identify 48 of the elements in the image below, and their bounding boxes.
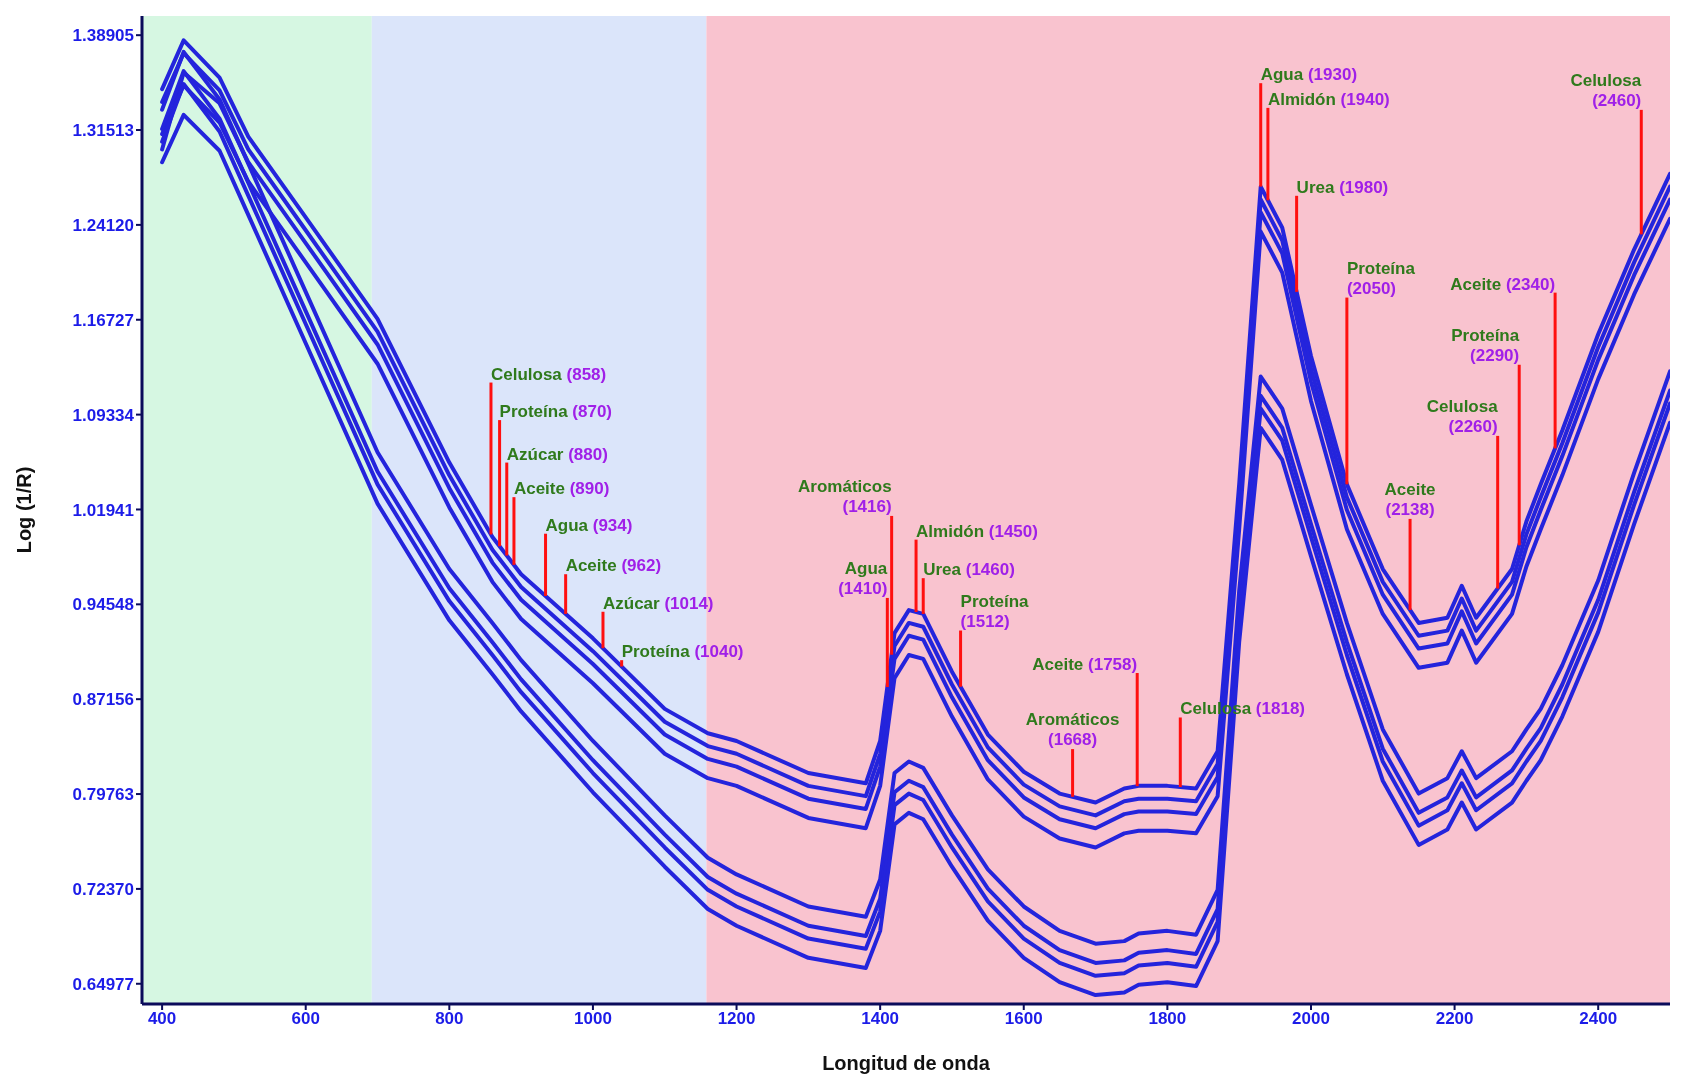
y-axis-title: Log (1/R)	[13, 466, 36, 554]
ref-line-label: Agua (934)	[545, 515, 633, 535]
y-tick-label: 1.16727	[72, 310, 134, 330]
ref-line-label: Almidón (1940)	[1267, 89, 1390, 109]
ref-line-label: Aromáticos (1668)	[1025, 710, 1120, 750]
y-tick-label: 1.09334	[72, 405, 135, 425]
x-tick-label: 1200	[717, 1009, 756, 1029]
ref-line-label: Celulosa (2460)	[1570, 70, 1642, 110]
y-tick-label: 1.24120	[72, 215, 134, 235]
ref-line-label: Aceite (2340)	[1450, 274, 1556, 294]
ref-line-label: Celulosa (2260)	[1426, 396, 1499, 436]
ref-line-label: Azúcar (880)	[506, 444, 608, 464]
x-tick-label: 1000	[574, 1009, 612, 1029]
y-tick-label: 1.31513	[72, 121, 134, 141]
y-tick-label: 0.87156	[72, 690, 134, 710]
ref-line-label: Aceite (890)	[513, 479, 610, 499]
y-tick-label: 0.79763	[72, 785, 134, 805]
x-tick-label: 2400	[1579, 1009, 1618, 1029]
x-tick-label: 1800	[1148, 1009, 1187, 1029]
y-tick-label: 0.64977	[72, 974, 134, 994]
y-tick-label: 0.72370	[72, 879, 134, 899]
ref-line-label: Proteína (2050)	[1346, 258, 1416, 298]
ref-line-label: Celulosa (858)	[490, 364, 607, 384]
y-tick-label: 1.01941	[72, 500, 134, 520]
x-tick-label: 1400	[861, 1009, 900, 1029]
ref-line-label: Azúcar (1014)	[602, 593, 714, 613]
x-tick-label: 600	[291, 1009, 320, 1029]
ref-line-label: Proteína (1512)	[960, 591, 1030, 631]
ref-line-label: Aceite (2138)	[1384, 479, 1436, 519]
ref-line-label: Urea (1980)	[1296, 177, 1389, 197]
ref-line-label: Almidón (1450)	[916, 521, 1038, 541]
ref-line-label: Aceite (1758)	[1032, 655, 1138, 675]
ref-line-label: Aceite (962)	[565, 556, 662, 576]
ref-line-label: Proteína (870)	[499, 402, 613, 422]
ref-line-label: Proteína (2290)	[1451, 325, 1520, 365]
ref-line-label: Agua (1930)	[1260, 65, 1358, 85]
x-tick-label: 2000	[1292, 1009, 1330, 1029]
y-tick-label: 1.38905	[72, 26, 134, 46]
x-tick-label: 1600	[1004, 1009, 1043, 1029]
ref-line-label: Agua (1410)	[838, 558, 888, 598]
ref-line-label: Urea (1460)	[923, 560, 1015, 580]
x-tick-label: 800	[435, 1009, 464, 1029]
y-tick-label: 0.94548	[72, 595, 134, 615]
x-tick-label: 400	[147, 1009, 177, 1029]
ref-line-label: Proteína (1040)	[621, 642, 744, 662]
x-tick-label: 2200	[1435, 1009, 1474, 1029]
x-axis-title: Longitud de onda	[822, 1052, 991, 1074]
ref-line-label: Aromáticos (1416)	[798, 476, 892, 516]
